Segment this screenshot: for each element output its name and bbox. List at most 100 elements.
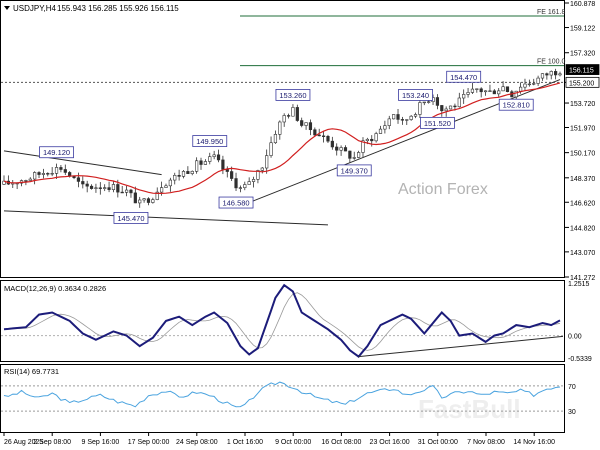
svg-text:154.470: 154.470: [450, 73, 477, 82]
candle: [488, 84, 492, 93]
candle: [107, 181, 111, 193]
candle: [475, 88, 479, 93]
candle: [304, 122, 308, 130]
candle: [273, 130, 278, 144]
candle: [89, 184, 94, 190]
time-tick-label: 16 Oct 08:00: [321, 439, 361, 446]
candle: [330, 136, 334, 150]
macd-line: [3, 283, 561, 358]
header-ohlc: 155.943 156.285 155.926 156.115: [57, 4, 179, 13]
candle: [278, 120, 282, 140]
candle: [321, 130, 326, 143]
candle: [199, 157, 203, 170]
watermark-action-forex: Action Forex: [398, 181, 488, 198]
time-tick-label: 1 Oct 16:00: [227, 439, 263, 446]
price-annotation: 149.950: [192, 135, 228, 147]
candle: [440, 105, 444, 117]
price-tick-label: 144.820: [570, 225, 595, 232]
last-price-tag: 156.115: [565, 64, 600, 75]
candle: [413, 112, 418, 119]
candle: [269, 136, 273, 158]
candle: [387, 115, 391, 130]
price-annotation: 151.520: [420, 116, 455, 129]
candle: [238, 185, 243, 193]
rsi-line: [3, 381, 561, 408]
candle: [173, 172, 177, 185]
time-tick-label: 9 Oct 00:00: [275, 439, 311, 446]
macd-signal-line: [3, 292, 561, 351]
candle: [396, 109, 400, 124]
svg-text:149.120: 149.120: [43, 148, 70, 157]
candle: [146, 197, 151, 206]
candle: [124, 185, 129, 197]
svg-text:149.370: 149.370: [341, 166, 368, 175]
candle: [540, 73, 545, 81]
collapse-triangle-icon: [4, 6, 10, 10]
candle: [339, 145, 343, 156]
price-tick-label: 151.970: [570, 125, 595, 132]
macd-title: MACD(12,26,9) 0.3634 0.2826: [4, 284, 106, 293]
candle: [138, 196, 142, 208]
price-annotation: 152.810: [498, 98, 534, 111]
candle: [164, 183, 168, 188]
svg-text:149.950: 149.950: [196, 137, 223, 146]
macd-trendline: [358, 335, 564, 358]
candle: [208, 152, 212, 165]
candle: [37, 171, 41, 179]
fib-level-label: FE 161.8: [537, 9, 566, 16]
rsi-tick-label: 70: [568, 384, 576, 391]
upper-channel-line: [3, 150, 162, 176]
candle: [497, 88, 501, 97]
candle: [142, 198, 146, 203]
candle: [335, 143, 339, 156]
candle: [212, 150, 216, 160]
candle: [256, 169, 260, 184]
candle: [151, 197, 155, 204]
candle: [374, 131, 378, 143]
time-tick-label: 9 Sep 16:00: [82, 439, 120, 446]
candle: [457, 92, 461, 108]
price-tick-label: 159.122: [570, 26, 595, 33]
candle: [195, 157, 199, 174]
candle: [186, 166, 190, 174]
price-tick-label: 143.070: [570, 250, 595, 257]
candle: [505, 86, 510, 93]
candle: [483, 90, 488, 96]
candle: [33, 171, 37, 185]
candle: [400, 116, 404, 125]
candle: [50, 167, 54, 177]
candle: [247, 177, 251, 185]
candle: [326, 134, 330, 144]
reference-price-tag: 155.200: [565, 76, 600, 88]
price-annotation: 146.580: [218, 196, 254, 209]
price-annotation: 153.260: [275, 89, 311, 101]
candle: [558, 71, 562, 77]
candle: [466, 88, 470, 98]
candle: [313, 127, 317, 137]
price-tick-label: 157.320: [570, 51, 595, 58]
price-panel: [0, 0, 565, 278]
macd-tick-label: 1.2515: [568, 281, 590, 288]
candle: [308, 119, 313, 136]
candle: [492, 89, 496, 95]
candle: [41, 168, 46, 179]
price-tick-label: 141.272: [570, 275, 595, 282]
candle: [129, 188, 133, 198]
time-tick-label: 31 Oct 00:00: [418, 439, 458, 446]
svg-text:151.520: 151.520: [424, 119, 451, 128]
candle: [501, 81, 505, 92]
candle: [409, 114, 413, 121]
candle: [527, 79, 531, 87]
price-tick-label: 160.878: [570, 1, 595, 8]
candle: [111, 181, 116, 193]
time-tick-label: 14 Nov 16:00: [513, 439, 555, 446]
candle: [435, 94, 440, 110]
candle: [378, 125, 383, 135]
price-header: USDJPY,H4 155.943 156.285 155.926 156.11…: [4, 4, 179, 13]
candle: [46, 172, 50, 177]
candle: [203, 159, 207, 165]
fib-level-label: FE 100.0: [537, 59, 566, 66]
candle: [418, 97, 422, 119]
candle: [554, 68, 558, 80]
candle: [462, 89, 466, 104]
